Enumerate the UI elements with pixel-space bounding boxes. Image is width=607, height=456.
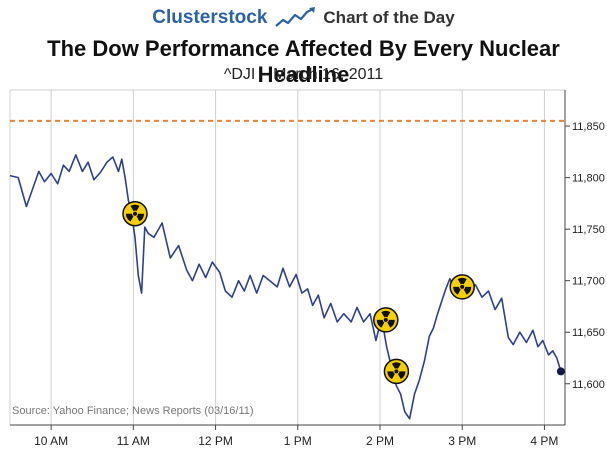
y-tick-label-1: 11,650	[572, 327, 605, 339]
chart-of-the-day: Chart of the Day	[323, 8, 455, 27]
radiation-blade-2	[463, 286, 472, 295]
chart-subtitle: ^DJI – March 16, 2011	[223, 66, 384, 83]
radiation-center	[383, 317, 388, 322]
radiation-center	[133, 211, 137, 216]
y-tick-label-0: 11,600	[572, 379, 605, 391]
brand-name: Clusterstock	[152, 7, 268, 28]
x-tick-label-2: 12 PM	[198, 434, 233, 448]
x-tick-label-0: 10 AM	[34, 434, 68, 448]
radiation-blade-2	[136, 213, 144, 222]
x-tick-label-1: 11 AM	[117, 434, 150, 448]
x-tick-label-5: 3 PM	[448, 434, 476, 448]
series-endpoint	[556, 367, 565, 376]
radiation-blade-1	[130, 204, 140, 212]
radiation-icon-1	[122, 200, 148, 227]
radiation-blade-1	[457, 277, 467, 285]
radiation-icon-2	[373, 307, 399, 333]
x-tick-label-3: 1 PM	[284, 434, 312, 448]
radiation-icon-3	[383, 358, 410, 385]
radiation-center	[460, 284, 465, 289]
radiation-blade-3	[126, 213, 134, 222]
plot-area	[9, 89, 566, 426]
y-tick-label-5: 11,850	[572, 121, 605, 133]
radiation-blade-3	[376, 319, 385, 328]
x-tick-label-4: 2 PM	[366, 434, 394, 448]
radiation-blade-3	[387, 371, 395, 380]
chart-title: The Dow Performance Affected By Every Nu…	[47, 36, 560, 87]
rising-chart-icon	[275, 7, 316, 27]
source-note: Source: Yahoo Finance; News Reports (03/…	[12, 405, 254, 417]
radiation-blade-3	[453, 286, 461, 295]
radiation-blade-2	[397, 371, 406, 380]
radiation-blade-1	[381, 310, 391, 318]
dow-line-chart: 10 AM 11 AM 12 PM 1 PM 2 PM 3 PM 4 PM 11,600 11,…	[9, 89, 605, 448]
radiation-blade-2	[387, 319, 395, 328]
radiation-center	[394, 369, 399, 374]
y-tick-label-2: 11,700	[572, 276, 605, 288]
header: Clusterstock Chart of the Day	[0, 0, 607, 36]
y-tick-label-4: 11,800	[572, 173, 605, 185]
x-tick-label-6: 4 PM	[530, 434, 558, 448]
radiation-icon-4	[449, 274, 475, 300]
radiation-blade-1	[391, 362, 401, 369]
y-tick-label-3: 11,750	[572, 224, 605, 236]
